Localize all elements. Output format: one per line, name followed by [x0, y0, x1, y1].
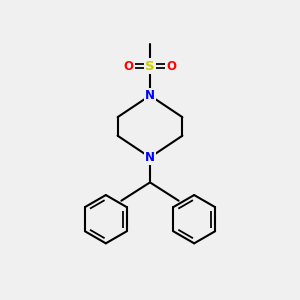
Text: O: O	[124, 60, 134, 73]
Text: N: N	[145, 89, 155, 102]
Text: N: N	[145, 151, 155, 164]
Text: S: S	[145, 60, 155, 73]
Text: O: O	[166, 60, 176, 73]
